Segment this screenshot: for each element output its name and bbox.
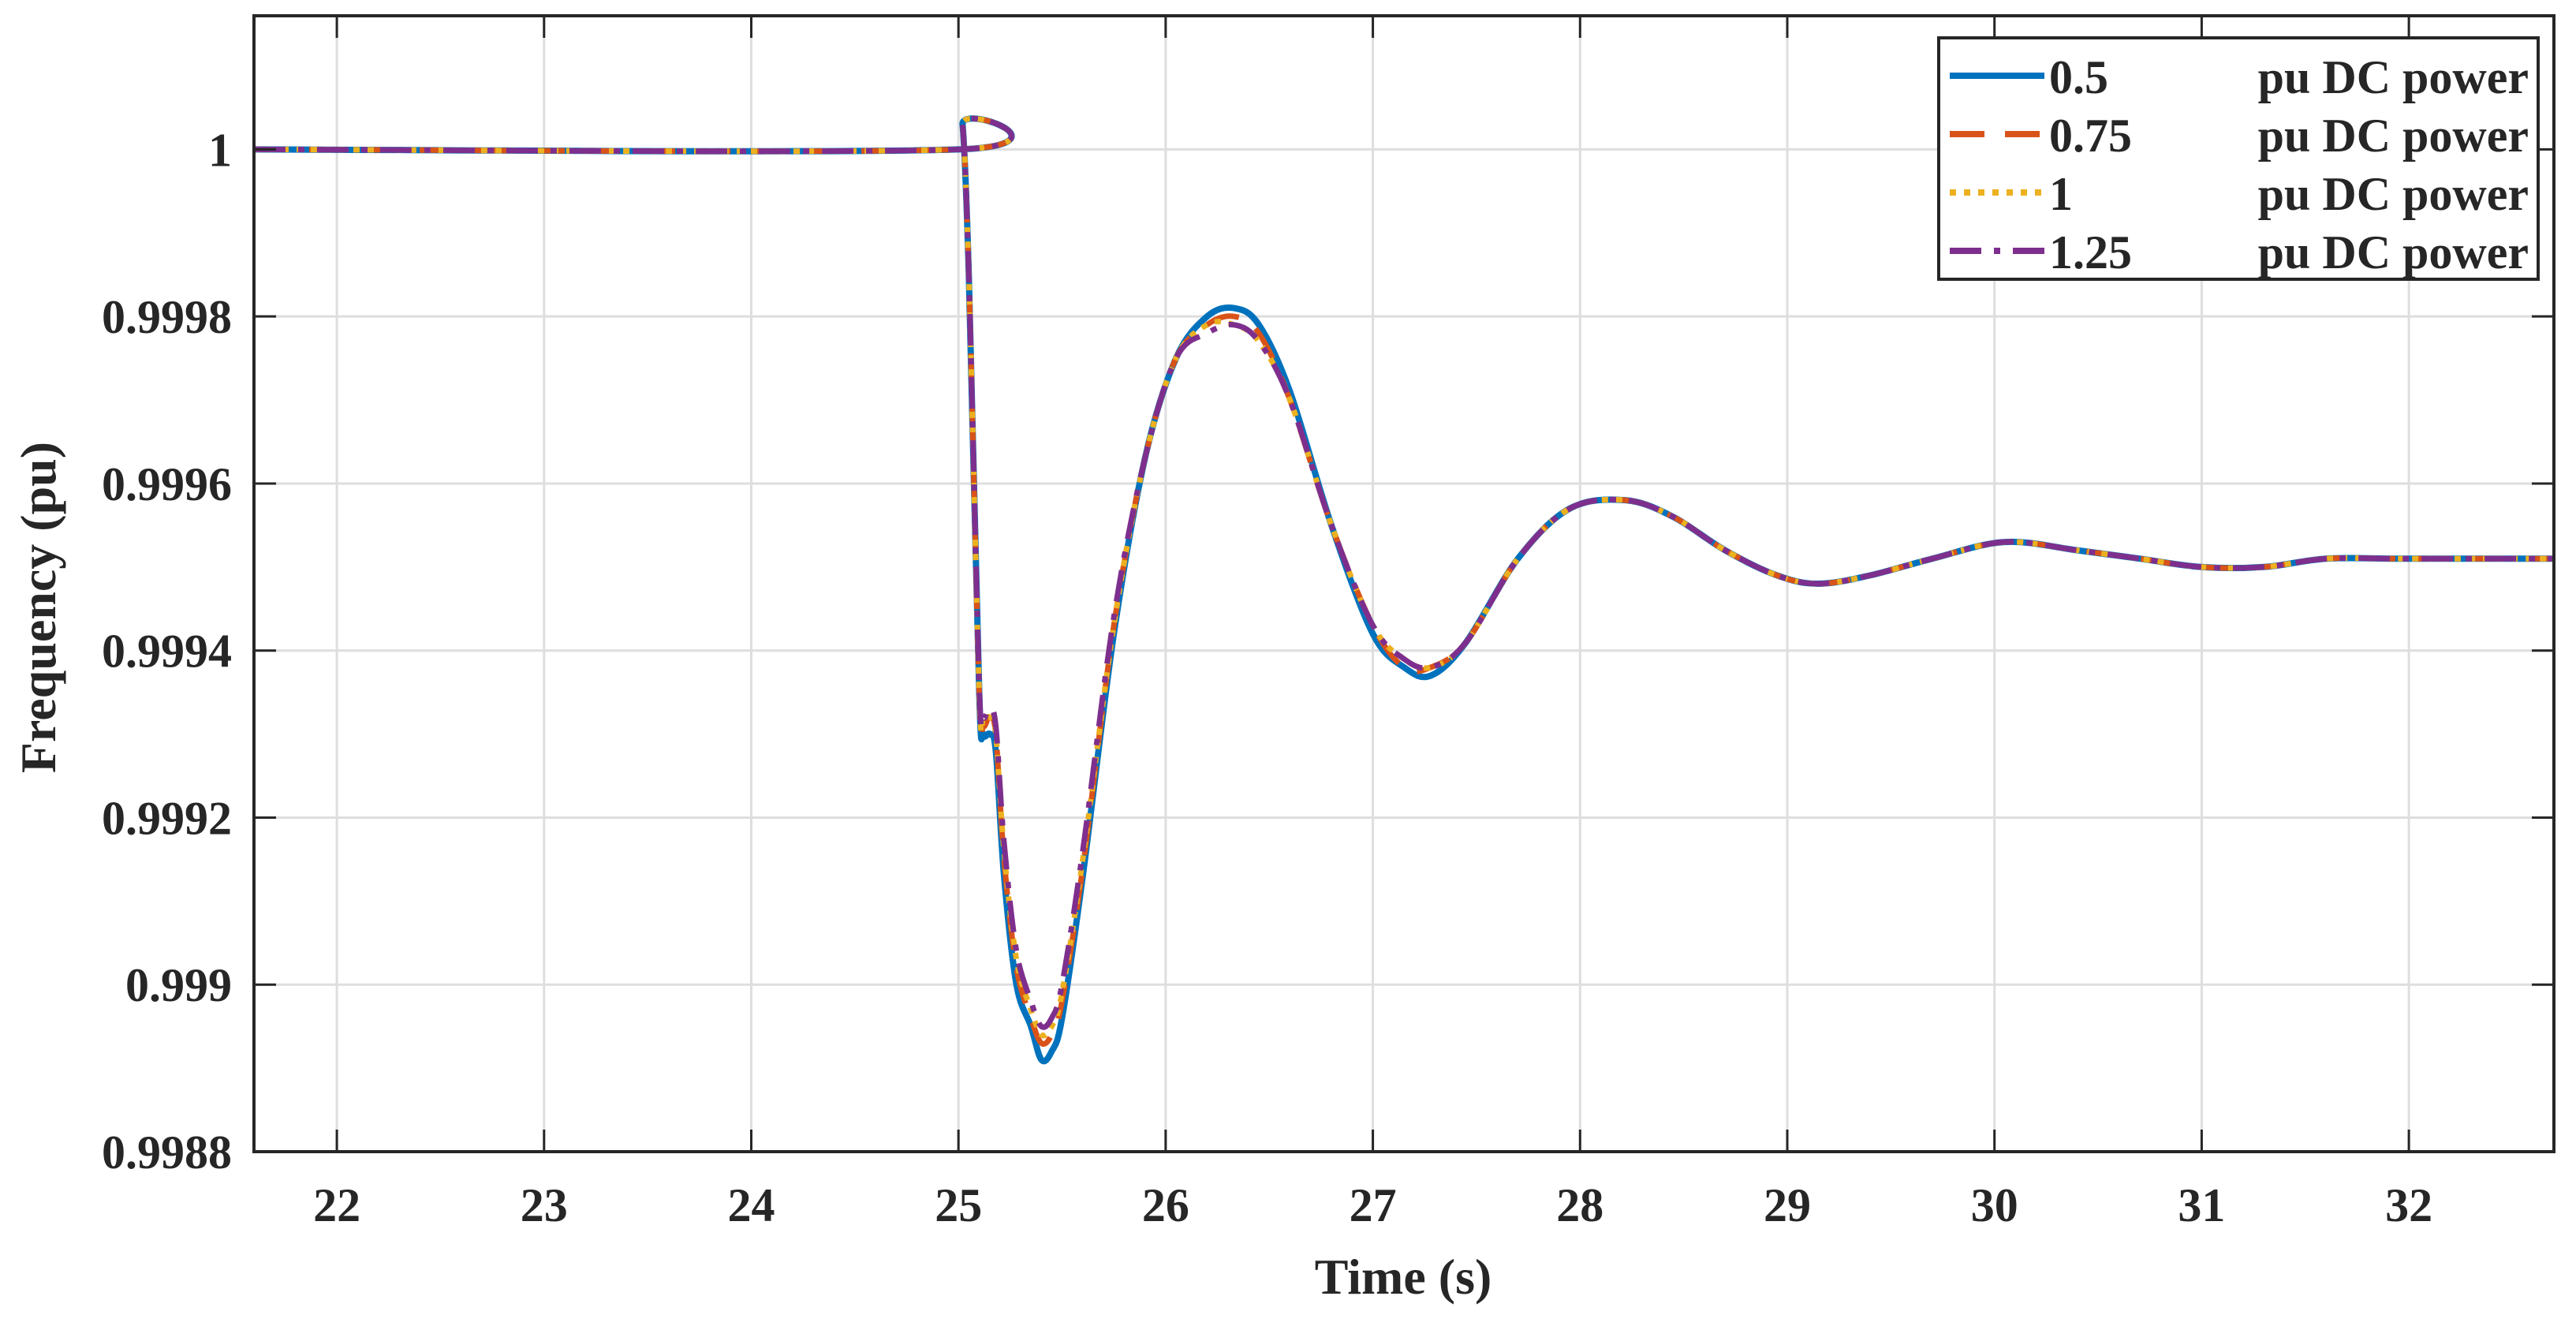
- legend-series-name: 1: [2049, 168, 2073, 220]
- legend: 0.5 pu DC power 0.75 pu DC power 1 pu DC powe…: [1937, 36, 2540, 281]
- y-axis-ticks: 0.9988 0.999 0.9992 0.9994 0.9996 0.9998 1: [102, 124, 2554, 1178]
- x-tick-label: 28: [1556, 1179, 1603, 1231]
- x-axis-ticks: 22 23 24 25 26 27 28 29 30 31 32: [313, 16, 2432, 1231]
- y-axis-label: Frequency (pu): [10, 442, 66, 773]
- y-tick-label: 1: [208, 124, 232, 176]
- x-tick-label: 29: [1764, 1179, 1811, 1231]
- legend-series-name: 0.5: [2049, 51, 2108, 103]
- x-tick-label: 23: [521, 1179, 568, 1231]
- legend-series-name: 1.25: [2049, 226, 2132, 278]
- plot-frame: [252, 14, 2555, 1153]
- legend-series-unit: pu DC power: [2258, 168, 2529, 220]
- legend-series-unit: pu DC power: [2258, 110, 2529, 162]
- x-axis-label: Time (s): [1315, 1249, 1492, 1305]
- y-tick-label: 0.9998: [102, 291, 232, 343]
- y-tick-label: 0.9992: [102, 792, 232, 844]
- y-tick-label: 0.9988: [102, 1126, 232, 1178]
- y-tick-label: 0.9996: [102, 458, 232, 510]
- x-tick-label: 24: [727, 1179, 775, 1231]
- legend-series-unit: pu DC power: [2258, 51, 2529, 103]
- x-tick-label: 25: [935, 1179, 982, 1231]
- series-lines: [254, 115, 2554, 1065]
- legend-series-name: 0.75: [2049, 110, 2132, 162]
- x-tick-label: 30: [1971, 1179, 2018, 1231]
- y-tick-label: 0.9994: [102, 626, 232, 678]
- x-tick-label: 31: [2178, 1179, 2225, 1231]
- x-tick-label: 32: [2385, 1179, 2432, 1231]
- series-line-1-25: [254, 115, 2554, 1030]
- legend-series-unit: pu DC power: [2258, 226, 2529, 278]
- y-tick-label: 0.999: [125, 959, 232, 1011]
- x-tick-label: 26: [1142, 1179, 1189, 1231]
- x-tick-label: 22: [313, 1179, 360, 1231]
- x-tick-label: 27: [1350, 1179, 1397, 1231]
